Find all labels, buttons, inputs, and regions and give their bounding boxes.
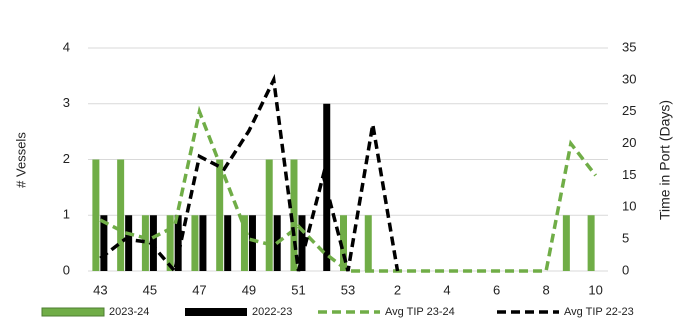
y2-tick-label: 10 <box>622 199 636 214</box>
x-tick-label: 51 <box>291 282 305 297</box>
x-tick-label: 53 <box>341 282 355 297</box>
legend-label: Avg TIP 22-23 <box>564 306 634 318</box>
line-series <box>99 105 598 273</box>
bar <box>224 215 232 271</box>
bar <box>166 215 174 271</box>
bar <box>117 159 125 271</box>
y2-tick-label: 0 <box>622 262 629 277</box>
y-tick-label: 4 <box>63 39 70 54</box>
bar <box>125 215 133 271</box>
bar <box>100 215 108 271</box>
legend-label: Avg TIP 23-24 <box>385 306 455 318</box>
x-tick-label: 49 <box>242 282 256 297</box>
bar <box>265 159 273 271</box>
bar <box>149 215 157 271</box>
y-tick-label: 1 <box>63 207 70 222</box>
y2-tick-label: 15 <box>622 167 636 182</box>
x-tick-label: 4 <box>443 282 450 297</box>
y2-tick-label: 35 <box>622 39 636 54</box>
bar <box>199 215 207 271</box>
x-tick-label: 45 <box>143 282 157 297</box>
bar <box>562 215 570 271</box>
y2-axis-label: Time in Port (Days) <box>657 100 673 220</box>
x-tick-label: 47 <box>192 282 206 297</box>
legend-label: 2023-24 <box>109 306 149 318</box>
bar <box>340 215 347 271</box>
x-tick-label: 10 <box>588 282 602 297</box>
legend-swatch <box>185 308 247 316</box>
bar <box>290 159 298 271</box>
y2-tick-label: 25 <box>622 103 636 118</box>
bar <box>191 215 199 271</box>
y2-tick-label: 5 <box>622 231 629 246</box>
bar <box>92 159 100 271</box>
y2-tick-label: 20 <box>622 135 636 150</box>
y2-tick-label: 30 <box>622 71 636 86</box>
bar <box>240 215 248 271</box>
x-tick-label: 43 <box>93 282 107 297</box>
legend-swatch <box>41 307 105 317</box>
line-series <box>99 73 400 275</box>
bar <box>248 215 256 271</box>
y-tick-label: 2 <box>63 151 70 166</box>
x-tick-label: 2 <box>394 282 401 297</box>
bar <box>141 215 149 271</box>
bar <box>364 215 372 271</box>
legend-label: 2022-23 <box>252 306 292 318</box>
bar <box>174 215 182 271</box>
y-tick-label: 0 <box>63 262 70 277</box>
bar <box>298 215 306 271</box>
x-tick-label: 6 <box>493 282 500 297</box>
y-tick-label: 3 <box>63 95 70 110</box>
bar <box>216 159 224 271</box>
y-axis-label: # Vessels <box>13 132 28 188</box>
bar <box>587 215 595 271</box>
x-tick-label: 8 <box>542 282 549 297</box>
